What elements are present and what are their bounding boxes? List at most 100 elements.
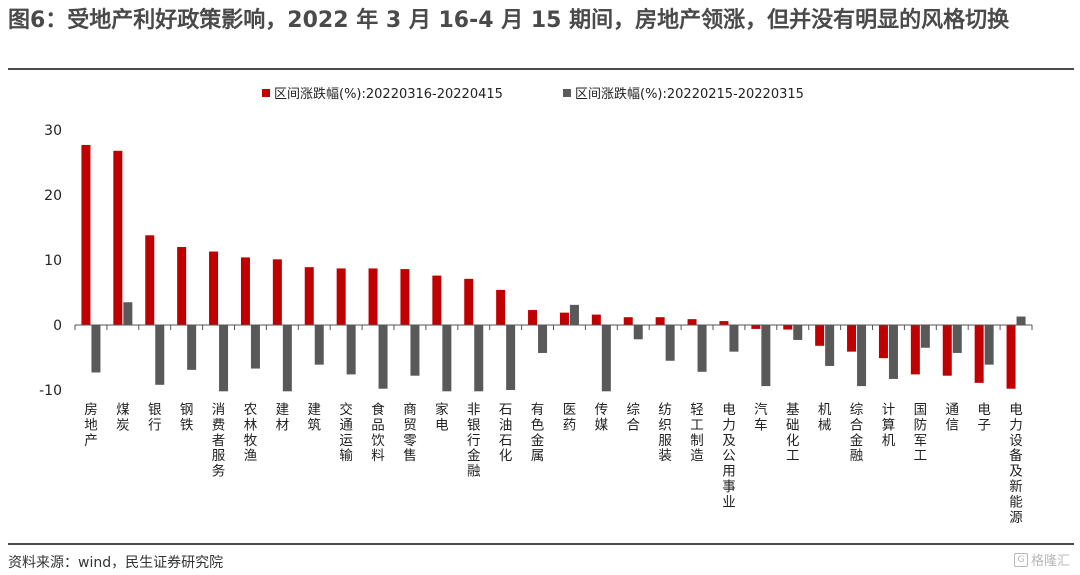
x-tick-label: 基础化工	[786, 401, 800, 464]
bar-s0-25	[878, 325, 888, 359]
bar-s0-2	[145, 235, 155, 325]
bar-s0-18	[655, 317, 665, 325]
x-tick-label: 商贸零售	[403, 402, 417, 464]
x-tick-label: 纺织服装	[658, 402, 672, 464]
source-note: 资料来源：wind，民生证券研究院	[8, 555, 224, 571]
bar-s0-8	[336, 268, 346, 325]
bar-s1-17	[633, 325, 643, 340]
bar-s0-10	[400, 269, 410, 325]
x-tick-label: 非银行金融	[467, 402, 481, 480]
bar-s1-6	[282, 325, 292, 392]
bar-s1-18	[665, 325, 675, 361]
bar-s0-5	[240, 257, 250, 325]
bar-s1-15	[569, 304, 579, 325]
bar-s0-9	[368, 268, 378, 325]
x-tick-label: 电力及公用事业	[722, 402, 736, 510]
bar-s1-9	[378, 325, 388, 389]
bar-s0-21	[751, 325, 761, 329]
x-tick-label: 房地产	[84, 402, 98, 449]
bar-s0-3	[177, 247, 187, 325]
bar-s1-11	[442, 325, 452, 392]
bar-s1-0	[91, 325, 101, 373]
bar-s0-17	[623, 317, 633, 325]
x-tick-label: 机械	[818, 402, 832, 433]
bar-s1-3	[187, 325, 197, 370]
bar-s0-23	[815, 325, 825, 346]
bar-s1-25	[888, 325, 898, 379]
x-tick-label: 交通运输	[339, 401, 353, 464]
bar-s1-16	[601, 325, 611, 392]
x-tick-label: 钢铁	[180, 402, 194, 433]
bar-s1-13	[506, 325, 516, 390]
bar-s1-1	[123, 302, 133, 325]
bar-s0-14	[528, 310, 538, 325]
bar-s0-19	[687, 319, 697, 325]
bar-s1-24	[857, 325, 867, 387]
title-divider	[8, 68, 1074, 70]
bar-s0-22	[783, 325, 793, 330]
x-tick-label: 农林牧渔	[244, 402, 258, 464]
bar-s0-11	[432, 275, 442, 325]
x-tick-label: 国防军工	[914, 402, 928, 464]
x-tick-label: 家电	[435, 401, 449, 433]
x-tick-label: 建筑	[308, 402, 322, 433]
bar-s0-12	[464, 278, 474, 325]
bar-s1-21	[761, 325, 771, 387]
bar-s0-13	[496, 289, 506, 325]
watermark-logo-icon: G	[1013, 552, 1028, 567]
bar-s0-1	[113, 150, 123, 325]
bar-chart: 区间涨跌幅(%):20220316-20220415 区间涨跌幅(%):20220…	[39, 86, 1033, 526]
x-tick-label: 医药	[563, 402, 577, 433]
watermark-text: 格隆汇	[1030, 554, 1070, 569]
bar-s1-7	[314, 325, 324, 365]
x-tick-label: 综合	[627, 402, 641, 433]
bar-s1-4	[219, 325, 229, 392]
y-tick-label: 10	[44, 253, 62, 269]
x-tick-label: 有色金属	[531, 402, 545, 464]
bar-s1-10	[410, 325, 420, 376]
bar-s0-26	[910, 325, 920, 375]
bar-s0-0	[81, 144, 91, 325]
x-tick-label: 综合金融	[850, 402, 864, 464]
chart-title: 图6：受地产利好政策影响，2022 年 3 月 16-4 月 15 期间，房地产…	[8, 8, 1010, 33]
bar-s1-28	[984, 325, 994, 365]
bar-s1-27	[952, 325, 962, 353]
x-tick-label: 消费者服务	[212, 402, 226, 480]
legend: 区间涨跌幅(%):20220316-20220415 区间涨跌幅(%):20220…	[262, 86, 804, 102]
x-tick-label: 电子	[977, 402, 991, 433]
x-tick-label: 建材	[276, 402, 290, 433]
x-tick-label: 汽车	[754, 402, 768, 433]
bar-s1-14	[538, 325, 548, 353]
bar-s1-20	[729, 325, 739, 352]
bar-s1-8	[346, 325, 356, 375]
legend-swatch-1	[563, 89, 571, 97]
bar-s1-2	[155, 325, 165, 385]
x-tick-label: 食品饮料	[371, 401, 385, 464]
legend-label-1: 区间涨跌幅(%):20220215-20220315	[575, 86, 804, 102]
footer-divider	[8, 543, 1074, 545]
bar-s1-19	[697, 325, 707, 372]
x-tick-label: 传媒	[595, 402, 609, 433]
y-axis: -10 0 10 20 30	[39, 123, 62, 399]
legend-swatch-0	[262, 89, 270, 97]
bar-s0-24	[847, 325, 857, 352]
y-tick-label: -10	[39, 383, 62, 399]
bar-s0-4	[209, 251, 219, 325]
x-tick-label: 轻工制造	[690, 402, 704, 464]
bars	[81, 144, 1026, 392]
bar-s1-22	[793, 325, 803, 340]
bar-s0-29	[1006, 325, 1016, 389]
y-tick-label: 0	[53, 318, 62, 334]
x-tick-label: 计算机	[882, 402, 896, 449]
bar-s0-27	[942, 325, 952, 376]
bar-s0-6	[272, 259, 282, 325]
x-tick-label: 电力设备及新能源	[1009, 402, 1023, 526]
bar-s1-26	[920, 325, 930, 348]
x-tick-label: 煤炭	[116, 402, 130, 433]
bar-s0-15	[559, 312, 569, 325]
bar-s0-20	[719, 321, 729, 325]
x-tick-label: 通信	[946, 402, 960, 433]
bar-s1-12	[474, 325, 484, 392]
watermark: G 格隆汇	[1013, 550, 1070, 569]
